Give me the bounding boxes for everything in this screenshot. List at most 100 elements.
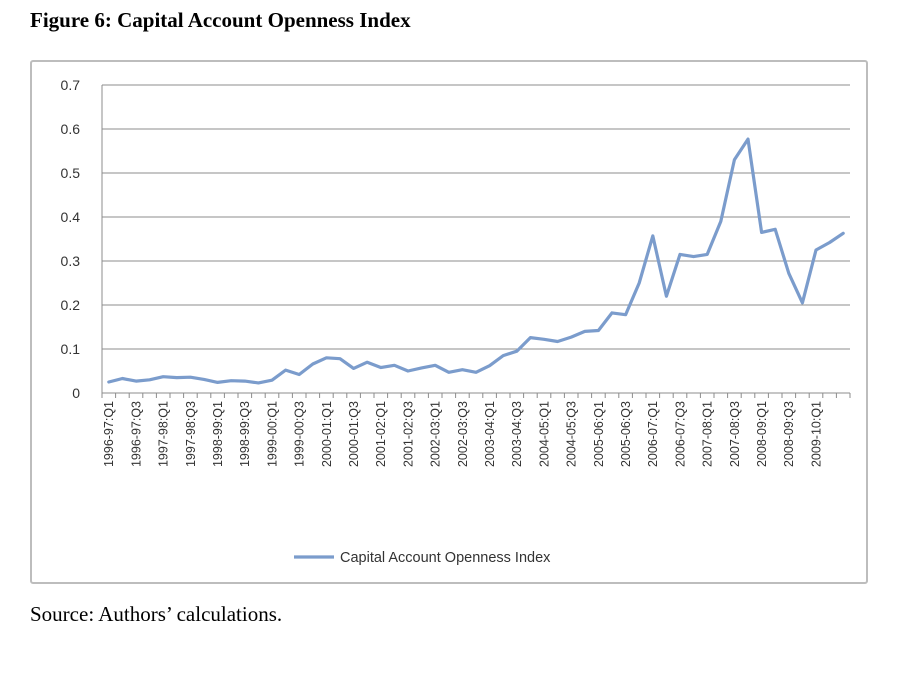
data-point — [380, 366, 382, 368]
source-note: Source: Authors’ calculations. — [30, 602, 283, 626]
data-point — [665, 295, 667, 297]
x-tick-label: 2008-09:Q1 — [755, 401, 769, 467]
data-point — [679, 253, 681, 255]
x-tick-label: 2001-02:Q1 — [374, 401, 388, 467]
grid-layer — [102, 84, 850, 350]
data-point — [733, 159, 735, 161]
x-tick-label: 1997-98:Q3 — [184, 401, 198, 467]
data-point — [828, 241, 830, 243]
x-tick-label: 2000-01:Q1 — [320, 401, 334, 467]
data-point — [216, 381, 218, 383]
data-point — [706, 253, 708, 255]
data-point — [203, 378, 205, 380]
y-tick-label: 0 — [72, 385, 80, 401]
data-point — [312, 363, 314, 365]
data-point — [230, 379, 232, 381]
data-point — [448, 371, 450, 373]
x-tick-label: 2009-10:Q1 — [809, 401, 823, 467]
data-point — [189, 376, 191, 378]
data-point — [556, 340, 558, 342]
data-point — [339, 357, 341, 359]
data-point — [284, 369, 286, 371]
x-tick-label: 2003-04:Q3 — [510, 401, 524, 467]
legend-label: Capital Account Openness Index — [340, 550, 551, 566]
data-point — [842, 232, 844, 234]
data-point — [271, 379, 273, 381]
data-point — [529, 336, 531, 338]
data-point — [543, 338, 545, 340]
data-point — [352, 367, 354, 369]
x-tick-label: 1997-98:Q1 — [157, 401, 171, 467]
chart-frame: 0 0.1 0.2 0.3 0.4 0.5 0.6 0.7 1996-97:Q1 1996-97:… — [30, 60, 868, 584]
data-point — [488, 365, 490, 367]
data-point — [502, 354, 504, 356]
data-point — [148, 379, 150, 381]
data-point — [475, 371, 477, 373]
data-point — [257, 382, 259, 384]
data-point — [760, 231, 762, 233]
chart-legend: Capital Account Openness Index — [294, 550, 551, 566]
x-tick-label: 1996-97:Q3 — [129, 401, 143, 467]
data-point — [407, 370, 409, 372]
data-point — [121, 377, 123, 379]
data-point — [434, 364, 436, 366]
data-point — [584, 330, 586, 332]
x-tick-label: 2008-09:Q3 — [782, 401, 796, 467]
x-tick-label: 2003-04:Q1 — [483, 401, 497, 467]
x-tick-label: 2006-07:Q1 — [646, 401, 660, 467]
data-point — [747, 138, 749, 140]
line-chart: 0 0.1 0.2 0.3 0.4 0.5 0.6 0.7 1996-97:Q1 1996-97:… — [61, 77, 851, 566]
data-point — [652, 235, 654, 237]
y-tick-label: 0.3 — [61, 253, 81, 269]
axis-layer: 0 0.1 0.2 0.3 0.4 0.5 0.6 0.7 1996-97:Q1 1996-97:… — [61, 77, 851, 467]
x-tick-label: 2001-02:Q3 — [401, 401, 415, 467]
data-point — [162, 376, 164, 378]
x-tick-label: 2005-06:Q1 — [592, 401, 606, 467]
x-tick-label: 2006-07:Q3 — [673, 401, 687, 467]
y-tick-label: 0.1 — [61, 341, 81, 357]
y-tick-label: 0.7 — [61, 77, 81, 93]
data-point — [135, 380, 137, 382]
data-point — [638, 282, 640, 284]
data-point — [393, 364, 395, 366]
x-tick-label: 2002-03:Q1 — [429, 401, 443, 467]
data-point — [692, 255, 694, 257]
data-point — [611, 312, 613, 314]
x-tick-label: 1998-99:Q1 — [211, 401, 225, 467]
data-point — [461, 368, 463, 370]
x-tick-label: 2002-03:Q3 — [456, 401, 470, 467]
data-point — [516, 350, 518, 352]
data-point — [570, 336, 572, 338]
x-tick-label: 1999-00:Q1 — [265, 401, 279, 467]
y-tick-label: 0.4 — [61, 209, 81, 225]
x-tick-label: 2005-06:Q3 — [619, 401, 633, 467]
data-point — [720, 220, 722, 222]
x-tick-label: 2004-05:Q1 — [537, 401, 551, 467]
data-point — [176, 376, 178, 378]
x-tick-label: 2000-01:Q3 — [347, 401, 361, 467]
y-tick-label: 0.6 — [61, 121, 81, 137]
data-point — [325, 357, 327, 359]
y-tick-label: 0.2 — [61, 297, 81, 313]
data-point — [108, 381, 110, 383]
x-tick-label: 1999-00:Q3 — [293, 401, 307, 467]
x-tick-label: 2007-08:Q3 — [728, 401, 742, 467]
x-tick-label: 1996-97:Q1 — [102, 401, 116, 467]
series-layer — [107, 137, 845, 385]
data-point — [801, 302, 803, 304]
data-point — [815, 249, 817, 251]
data-point — [597, 329, 599, 331]
data-point — [624, 313, 626, 315]
data-point — [420, 367, 422, 369]
data-point — [774, 228, 776, 230]
data-point — [244, 380, 246, 382]
x-tick-label: 2004-05:Q3 — [565, 401, 579, 467]
x-tick-label: 1998-99:Q3 — [238, 401, 252, 467]
x-tick-label: 2007-08:Q1 — [701, 401, 715, 467]
figure-title: Figure 6: Capital Account Openness Index — [30, 8, 411, 32]
series-line — [107, 137, 845, 385]
data-point — [298, 373, 300, 375]
y-tick-label: 0.5 — [61, 165, 81, 181]
data-point — [788, 272, 790, 274]
data-point — [366, 361, 368, 363]
